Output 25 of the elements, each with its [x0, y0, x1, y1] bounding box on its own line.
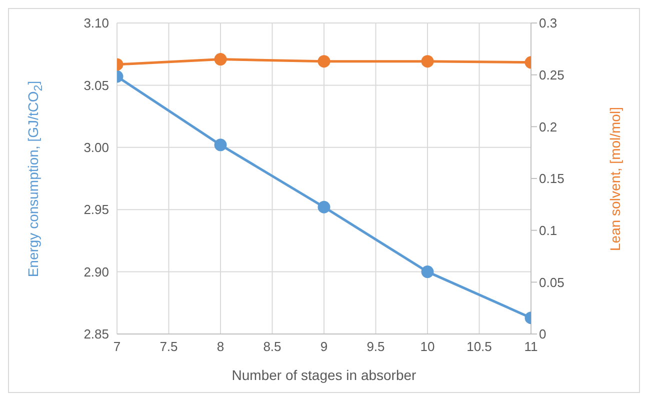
y-tick-label: 2.95	[84, 202, 109, 218]
x-tick-label: 11	[524, 339, 538, 354]
y-tick-label: 2.90	[84, 264, 109, 280]
x-tick-label: 8	[216, 339, 224, 354]
y-tick-label: 3.00	[84, 140, 109, 156]
y-tick-label: 2.85	[84, 326, 109, 342]
x-axis-title: Number of stages in absorber	[232, 367, 417, 383]
y-tick-label: 3.10	[84, 16, 109, 31]
x-tick-label: 10.5	[466, 339, 492, 354]
x-tick-label: 7.5	[160, 339, 178, 354]
y2-tick-label: 0.25	[539, 67, 564, 82]
point	[318, 200, 330, 214]
y2-tick-label: 0.3	[539, 16, 558, 31]
x-tick-label: 9.5	[366, 339, 385, 354]
x-tick-label: 8.5	[263, 339, 282, 354]
y-tick-label: 3.05	[84, 78, 109, 93]
y2-tick-label: 0.1	[539, 222, 558, 238]
y2-tick-label: 0.15	[539, 171, 564, 186]
x-tick-label: 10	[420, 339, 435, 354]
x-tick-label: 7	[113, 339, 121, 354]
y2-tick-label: 0.05	[539, 274, 564, 290]
y2-axis-title: Lean solvent, [mol/mol]	[607, 107, 623, 251]
y2-tick-label: 0	[539, 326, 546, 342]
y2-tick-label: 0.2	[539, 119, 558, 134]
x-tick-label: 9	[320, 339, 328, 354]
